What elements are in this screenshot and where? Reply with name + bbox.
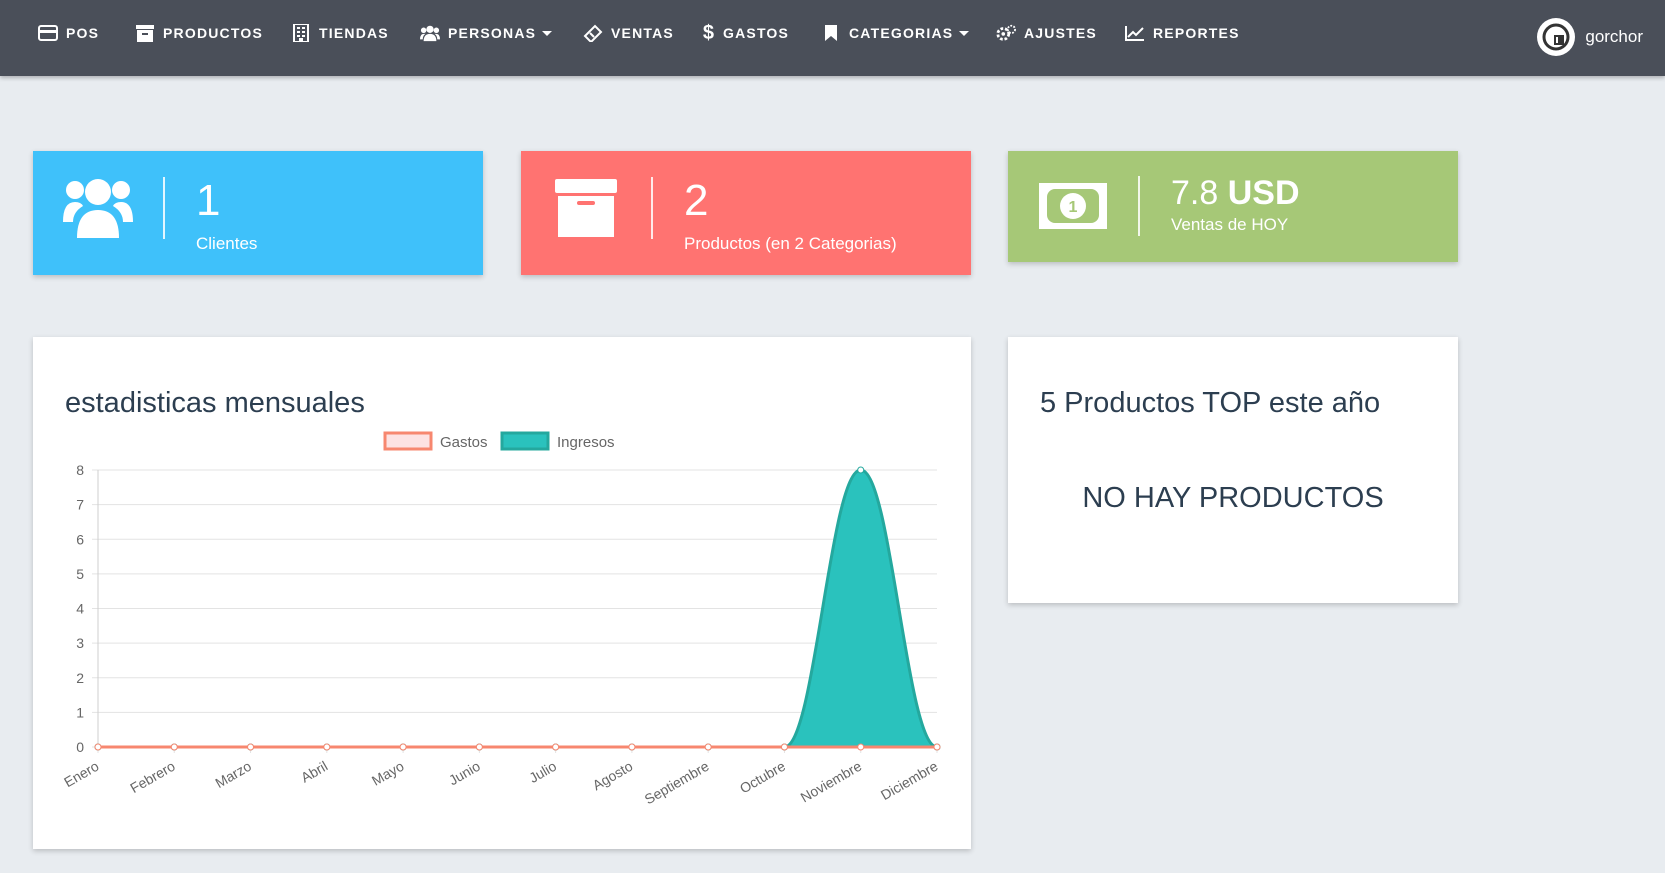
x-tick-label: Agosto bbox=[590, 758, 636, 794]
nav-label: PERSONAS bbox=[448, 25, 537, 41]
nav-pos[interactable]: POS bbox=[38, 22, 99, 44]
legend-label-gastos: Gastos bbox=[440, 434, 488, 451]
ventas-label: Ventas de HOY bbox=[1171, 215, 1289, 234]
y-tick-label: 2 bbox=[76, 670, 84, 686]
card-divider bbox=[1138, 176, 1140, 236]
data-point-gastos bbox=[399, 743, 407, 751]
ventas-amount: 7.8 USD bbox=[1171, 173, 1300, 213]
productos-count: 2 bbox=[684, 176, 709, 225]
nav-label: PRODUCTOS bbox=[163, 25, 263, 41]
ventas-value: 7.8 bbox=[1171, 174, 1219, 212]
top-navbar: POS PRODUCTOS TIENDAS PERSONAS VENTAS $ … bbox=[0, 0, 1665, 76]
user-name: gorchor bbox=[1585, 27, 1643, 46]
svg-text:1: 1 bbox=[1069, 199, 1078, 216]
data-point-gastos bbox=[552, 743, 560, 751]
clientes-card[interactable]: 1 Clientes bbox=[33, 151, 483, 275]
x-tick-label: Septiembre bbox=[642, 758, 712, 808]
nav-label: TIENDAS bbox=[319, 25, 389, 41]
data-point-gastos bbox=[628, 743, 636, 751]
productos-card[interactable]: 2 Productos (en 2 Categorias) bbox=[521, 151, 971, 275]
nav-categorias[interactable]: CATEGORIAS bbox=[821, 22, 970, 44]
y-tick-label: 0 bbox=[76, 739, 84, 755]
nav-label: VENTAS bbox=[611, 25, 674, 41]
monthly-chart: 0 1 2 3 4 5 6 7 8 Enero Febrero Marzo Abril Mayo Junio… bbox=[61, 431, 941, 808]
chevron-down-icon bbox=[542, 30, 553, 36]
users-icon bbox=[63, 173, 133, 243]
legend-swatch-gastos bbox=[383, 431, 433, 451]
nav-label: AJUSTES bbox=[1024, 25, 1097, 41]
archive-icon bbox=[135, 24, 155, 42]
card-divider bbox=[163, 177, 165, 239]
y-tick-label: 7 bbox=[76, 497, 84, 513]
monthly-stats-panel: estadisticas mensuales 0 1 2 3 4 5 6 7 8 Enero Feb… bbox=[33, 337, 971, 849]
building-icon bbox=[291, 24, 311, 42]
chevron-down-icon bbox=[959, 30, 970, 36]
y-tick-label: 5 bbox=[76, 566, 84, 582]
panel-title: estadisticas mensuales bbox=[65, 387, 365, 419]
nav-ventas[interactable]: VENTAS bbox=[583, 22, 674, 44]
card-divider bbox=[651, 177, 653, 239]
legend-label-ingresos: Ingresos bbox=[557, 434, 615, 451]
money-bill-icon: 1 bbox=[1038, 171, 1108, 241]
ticket-icon bbox=[583, 24, 603, 42]
x-tick-label: Junio bbox=[446, 758, 483, 789]
y-tick-label: 3 bbox=[76, 635, 84, 651]
x-tick-label: Octubre bbox=[737, 758, 788, 797]
clientes-label: Clientes bbox=[196, 234, 258, 253]
y-tick-label: 4 bbox=[76, 601, 84, 617]
data-point-gastos bbox=[170, 743, 178, 751]
x-tick-label: Abril bbox=[298, 758, 330, 786]
x-tick-label: Julio bbox=[526, 758, 559, 786]
x-tick-label: Noviembre bbox=[798, 758, 865, 806]
user-logo-icon bbox=[1542, 23, 1570, 51]
nav-ajustes[interactable]: AJUSTES bbox=[996, 22, 1097, 44]
data-point-gastos bbox=[323, 743, 331, 751]
nav-personas[interactable]: PERSONAS bbox=[420, 22, 553, 44]
data-point-gastos bbox=[94, 743, 102, 751]
credit-card-icon bbox=[38, 24, 58, 42]
user-menu[interactable]: gorchor bbox=[1537, 18, 1643, 56]
data-point-gastos bbox=[933, 743, 941, 751]
data-point-gastos bbox=[704, 743, 712, 751]
productos-label: Productos (en 2 Categorias) bbox=[684, 234, 897, 253]
avatar bbox=[1537, 18, 1576, 56]
legend-swatch-ingresos bbox=[500, 431, 550, 451]
y-tick-label: 6 bbox=[76, 531, 84, 547]
line-chart-icon bbox=[1125, 24, 1145, 42]
dollar-icon: $ bbox=[702, 21, 716, 44]
top-products-panel: 5 Productos TOP este año NO HAY PRODUCTO… bbox=[1008, 337, 1458, 603]
ventas-card[interactable]: 1 7.8 USD Ventas de HOY bbox=[1008, 151, 1458, 262]
nav-reportes[interactable]: REPORTES bbox=[1125, 22, 1240, 44]
x-tick-label: Diciembre bbox=[878, 758, 941, 803]
clientes-count: 1 bbox=[196, 176, 221, 225]
y-tick-label: 8 bbox=[76, 462, 84, 478]
series-area-ingresos bbox=[98, 470, 937, 747]
y-tick-label: 1 bbox=[76, 704, 84, 720]
nav-productos[interactable]: PRODUCTOS bbox=[135, 22, 263, 44]
panel-title: 5 Productos TOP este año bbox=[1040, 387, 1381, 419]
archive-icon bbox=[551, 173, 621, 243]
users-icon bbox=[420, 24, 440, 42]
nav-label: REPORTES bbox=[1153, 25, 1240, 41]
nav-gastos[interactable]: $ GASTOS bbox=[703, 22, 789, 44]
nav-label: GASTOS bbox=[723, 25, 790, 41]
x-tick-label: Enero bbox=[61, 758, 102, 791]
nav-label: POS bbox=[66, 25, 100, 41]
data-point-gastos bbox=[780, 743, 788, 751]
x-tick-label: Mayo bbox=[369, 758, 407, 789]
empty-message: NO HAY PRODUCTOS bbox=[1082, 482, 1384, 514]
x-tick-label: Marzo bbox=[212, 758, 254, 791]
bookmark-icon bbox=[821, 24, 841, 42]
x-tick-label: Febrero bbox=[127, 758, 178, 796]
data-point-gastos bbox=[247, 743, 255, 751]
nav-label: CATEGORIAS bbox=[849, 25, 954, 41]
nav-tiendas[interactable]: TIENDAS bbox=[291, 22, 389, 44]
data-point-gastos bbox=[475, 743, 483, 751]
gears-icon bbox=[996, 24, 1016, 42]
data-point-ingresos bbox=[857, 466, 865, 474]
ventas-unit: USD bbox=[1227, 174, 1300, 212]
data-point-gastos bbox=[857, 743, 865, 751]
